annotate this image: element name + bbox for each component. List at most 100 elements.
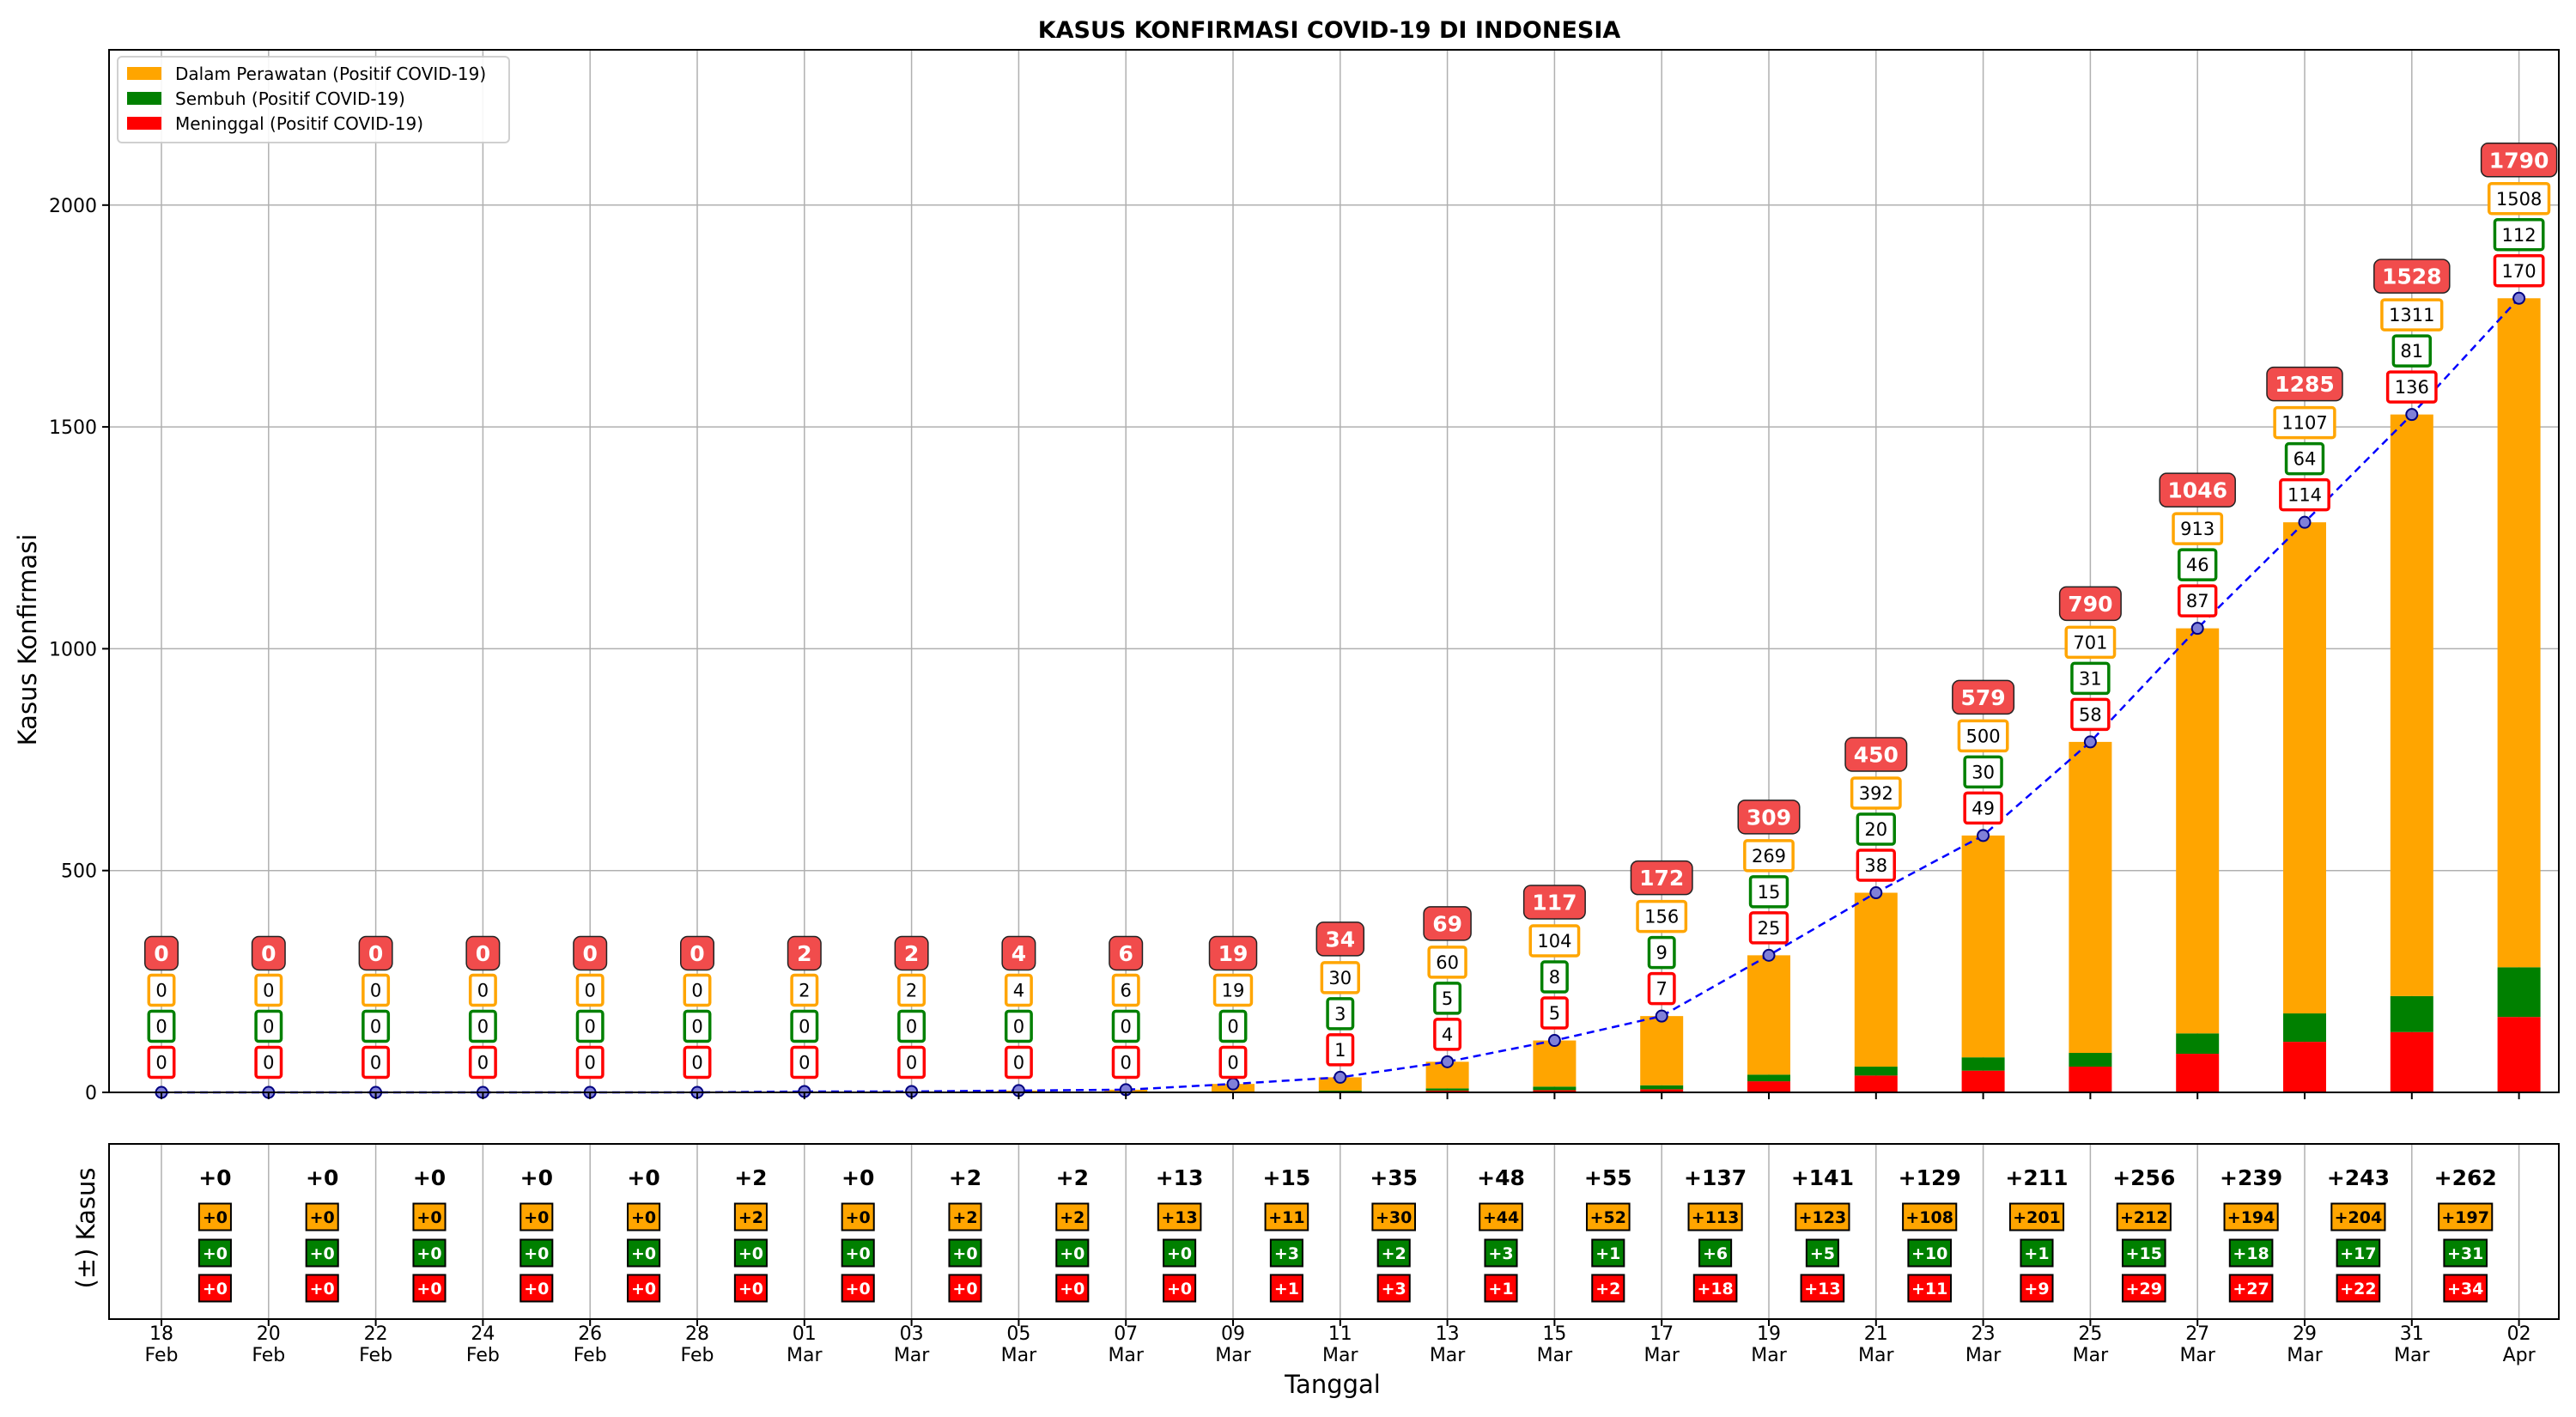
x-tick-label-month: Mar — [1322, 1345, 1358, 1366]
label-total: 4 — [1012, 941, 1026, 966]
x-tick-label-month: Feb — [681, 1345, 714, 1366]
label-meninggal-box — [2493, 254, 2545, 288]
x-tick-label-day: 09 — [1221, 1323, 1245, 1345]
delta-sembuh-box — [2336, 1238, 2381, 1268]
label-sembuh-box — [254, 1009, 283, 1043]
x-tick-label-day: 11 — [1328, 1323, 1352, 1345]
delta-sembuh: +0 — [524, 1244, 549, 1263]
label-sembuh: 46 — [2186, 555, 2209, 575]
x-tick-label-day: 31 — [2400, 1323, 2424, 1345]
label-perawatan-box — [1850, 776, 1902, 810]
label-total: 450 — [1854, 743, 1899, 768]
label-meninggal-box — [1433, 1018, 1462, 1051]
x-tick-label-day: 18 — [149, 1323, 173, 1345]
delta-meninggal: +11 — [1911, 1280, 1947, 1298]
legend-entry: Dalam Perawatan (Positif COVID-19) — [175, 64, 486, 84]
label-sembuh: 112 — [2502, 225, 2537, 246]
label-sembuh-box — [147, 1009, 176, 1043]
delta-meninggal: +9 — [2024, 1280, 2049, 1298]
x-tick-label-day: 25 — [2078, 1323, 2102, 1345]
delta-perawatan-box — [627, 1202, 661, 1232]
bar-sembuh — [2390, 995, 2433, 1032]
label-total-box — [1315, 921, 1365, 957]
label-perawatan-box — [1427, 946, 1467, 979]
bar-sembuh — [1854, 1067, 1898, 1076]
delta-meninggal-box — [2020, 1274, 2054, 1303]
label-meninggal: 0 — [370, 1053, 381, 1073]
label-meninggal: 7 — [1656, 979, 1668, 1000]
trend-point — [1226, 1077, 1240, 1091]
delta-total: +262 — [2434, 1165, 2497, 1190]
label-meninggal: 4 — [1442, 1025, 1453, 1045]
label-meninggal-box — [2385, 370, 2438, 404]
delta-total: +13 — [1156, 1165, 1204, 1190]
y-tick-label: 0 — [85, 1083, 97, 1104]
label-meninggal-box — [1326, 1033, 1355, 1067]
delta-perawatan-box — [1795, 1202, 1850, 1232]
label-meninggal-box — [254, 1045, 283, 1079]
label-meninggal: 49 — [1971, 798, 1995, 818]
bar-sembuh — [1533, 1086, 1577, 1091]
label-total-box — [251, 935, 286, 971]
label-perawatan: 4 — [1013, 981, 1024, 1001]
label-perawatan: 1311 — [2389, 305, 2434, 325]
label-total-box — [144, 935, 179, 971]
bar-sembuh — [2283, 1013, 2326, 1043]
delta-sembuh: +0 — [1167, 1244, 1192, 1263]
bar-perawatan — [1533, 1040, 1577, 1087]
delta-sembuh: +18 — [2233, 1244, 2269, 1263]
label-total: 0 — [582, 941, 597, 966]
delta-total: +2 — [949, 1165, 981, 1190]
delta-meninggal-box — [841, 1274, 875, 1303]
label-total-box — [1522, 885, 1586, 920]
y-tick-label: 500 — [61, 861, 97, 883]
label-perawatan: 6 — [1121, 981, 1132, 1001]
label-total-box — [2266, 366, 2343, 402]
x-tick-label-day: 19 — [1757, 1323, 1781, 1345]
label-total: 579 — [1961, 685, 2006, 710]
delta-meninggal: +0 — [631, 1280, 656, 1298]
label-total-box — [680, 935, 714, 971]
label-total-box — [465, 935, 501, 971]
trend-point — [1334, 1070, 1347, 1084]
x-tick-label-month: Mar — [894, 1345, 930, 1366]
main-plot-area: 0000000000000000000000000022002200440066… — [49, 49, 2560, 1104]
label-sembuh: 0 — [263, 1017, 274, 1037]
label-perawatan-box — [790, 973, 819, 1007]
label-perawatan: 0 — [155, 981, 167, 1001]
label-sembuh-box — [1963, 755, 2003, 789]
delta-axes-frame — [108, 1143, 2560, 1320]
delta-total: +0 — [198, 1165, 231, 1190]
delta-perawatan: +201 — [2013, 1208, 2061, 1227]
label-meninggal-box — [1540, 996, 1569, 1030]
delta-meninggal-box — [948, 1274, 982, 1303]
delta-perawatan-box — [2438, 1202, 2494, 1232]
delta-sembuh: +6 — [1703, 1244, 1728, 1263]
bar-sembuh — [1640, 1085, 1684, 1090]
bar-meninggal — [1533, 1090, 1577, 1092]
delta-meninggal: +1 — [1488, 1280, 1513, 1298]
delta-meninggal-box — [2228, 1274, 2274, 1303]
label-sembuh: 0 — [1013, 1017, 1024, 1037]
label-meninggal: 114 — [2287, 485, 2322, 506]
delta-perawatan: +194 — [2227, 1208, 2275, 1227]
x-tick-label-day: 03 — [900, 1323, 924, 1345]
delta-meninggal-box — [627, 1274, 661, 1303]
legend-swatch — [127, 67, 161, 80]
label-sembuh: 81 — [2400, 341, 2423, 362]
bar-sembuh — [2497, 967, 2541, 1018]
delta-meninggal-box — [412, 1274, 447, 1303]
label-perawatan: 1107 — [2281, 413, 2327, 434]
legend-swatch — [127, 92, 161, 105]
bar-sembuh — [1961, 1057, 2005, 1071]
label-meninggal: 5 — [1549, 1003, 1560, 1024]
label-sembuh: 3 — [1334, 1004, 1346, 1025]
delta-total: +256 — [2112, 1165, 2175, 1190]
x-tick-label-month: Apr — [2503, 1345, 2537, 1366]
delta-meninggal: +34 — [2447, 1280, 2483, 1298]
delta-perawatan: +13 — [1161, 1208, 1197, 1227]
delta-total: +55 — [1584, 1165, 1632, 1190]
delta-sembuh: +31 — [2447, 1244, 2483, 1263]
label-perawatan-box — [2273, 405, 2336, 440]
delta-meninggal: +0 — [846, 1280, 871, 1298]
